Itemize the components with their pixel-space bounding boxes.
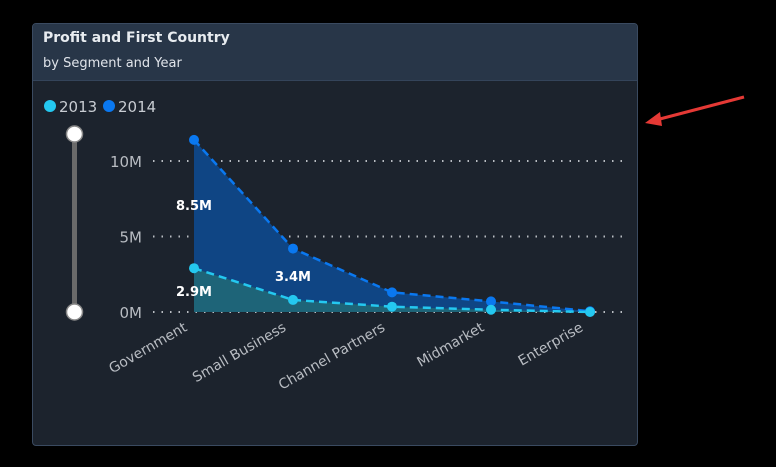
x-tick-label: Midmarket xyxy=(414,319,487,370)
zoom-slider-track[interactable] xyxy=(72,134,77,312)
x-tick-label: Enterprise xyxy=(516,320,586,370)
point-2013-1[interactable] xyxy=(288,294,298,305)
x-tick-label: Small Business xyxy=(190,320,289,386)
line-2014 xyxy=(193,139,591,313)
point-2014-3[interactable] xyxy=(486,296,496,307)
data-label: 8.5M xyxy=(176,199,212,214)
y-tick-label: 5M xyxy=(120,229,143,247)
zoom-slider-bottom-handle[interactable] xyxy=(65,303,84,321)
y-tick-label: 10M xyxy=(110,153,142,171)
line-2013 xyxy=(193,267,591,314)
area-2014 xyxy=(194,139,590,312)
legend-marker-2014[interactable] xyxy=(103,100,115,112)
point-2014-2[interactable] xyxy=(387,287,397,298)
legend-label-2014[interactable]: 2014 xyxy=(118,98,156,116)
point-2014-0[interactable] xyxy=(189,134,199,145)
point-2013-3[interactable] xyxy=(486,304,496,315)
legend-label-2013[interactable]: 2013 xyxy=(59,98,97,116)
point-2013-0[interactable] xyxy=(189,263,199,274)
chart-subtitle: by Segment and Year xyxy=(43,56,182,71)
point-2013-2[interactable] xyxy=(387,301,397,312)
chart-title: Profit and First Country xyxy=(43,30,230,46)
x-tick-label: Channel Partners xyxy=(276,320,388,394)
annotation-arrow-shaft xyxy=(655,95,745,122)
point-2014-1[interactable] xyxy=(288,243,298,254)
data-label: 2.9M xyxy=(176,285,212,300)
point-2013-4[interactable] xyxy=(585,307,595,317)
zoom-slider-top-handle[interactable] xyxy=(65,125,84,143)
annotation-arrow-head-icon xyxy=(645,112,662,126)
legend-marker-2013[interactable] xyxy=(44,100,56,112)
y-tick-label: 0M xyxy=(120,304,143,322)
chart-card: Profit and First Country by Segment and … xyxy=(32,23,638,446)
data-label: 3.4M xyxy=(275,270,311,285)
x-tick-label: Government xyxy=(106,319,190,377)
card-header: Profit and First Country by Segment and … xyxy=(33,24,637,81)
